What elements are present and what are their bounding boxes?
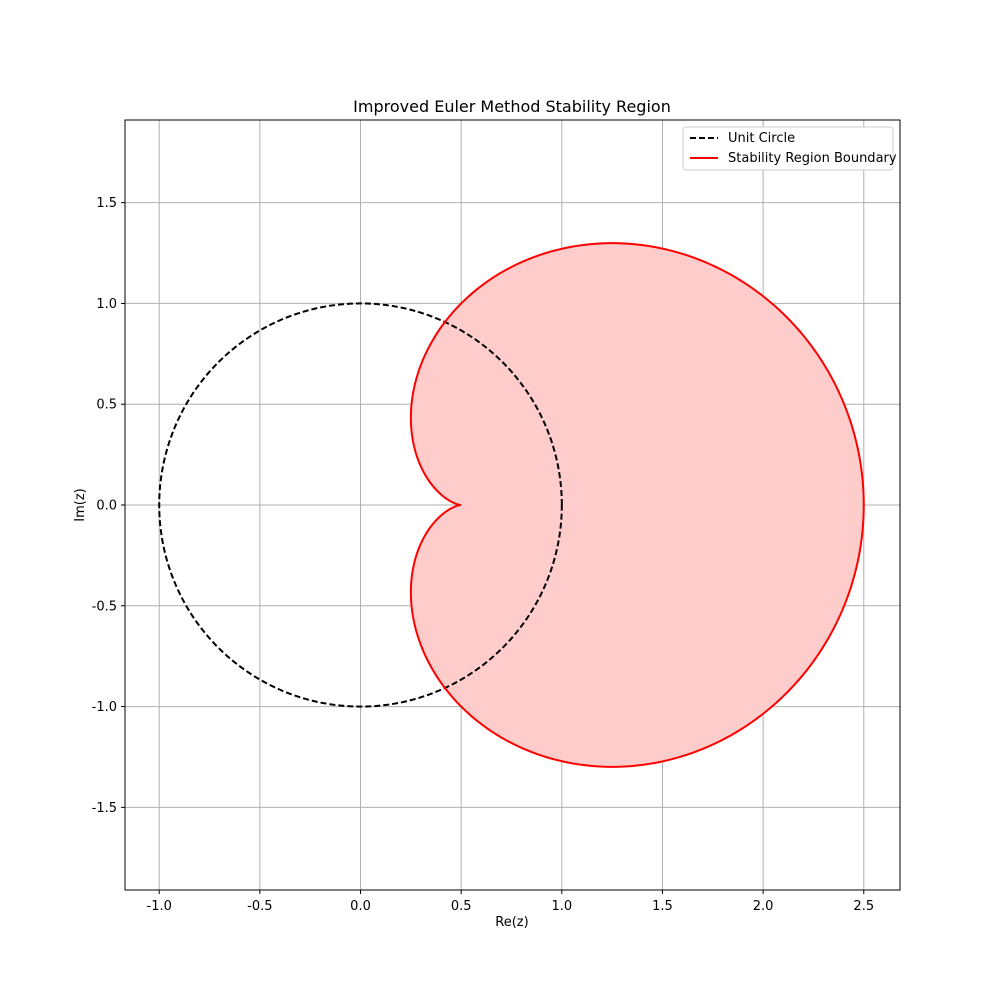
legend-label-unit-circle: Unit Circle [728,131,795,146]
unit-circle-line [158,302,563,708]
stability-boundary-line [409,242,865,768]
y-tick-label: 0.0 [96,499,117,514]
x-tick-label: 0.5 [451,899,472,914]
legend-label-stability-boundary: Stability Region Boundary [728,151,897,166]
y-tick-label: 0.5 [96,398,117,413]
x-tick-label: 2.5 [853,899,874,914]
axis-ticks: -1.0 -0.5 0.0 0.5 1.0 1.5 2.0 2.5 -1.5 -1.0 -0.5 0.… [92,196,874,914]
y-tick-label: -0.5 [92,599,117,614]
y-tick-label: 1.0 [96,297,117,312]
x-tick-label: 1.0 [551,899,572,914]
x-tick-label: 2.0 [753,899,774,914]
x-tick-label: -1.0 [147,899,172,914]
stability-region-fill [410,243,864,767]
chart-title: Improved Euler Method Stability Region [353,97,671,116]
y-tick-label: 1.5 [96,196,117,211]
x-tick-label: -0.5 [247,899,272,914]
y-tick-label: -1.0 [92,700,117,715]
legend: Unit Circle Stability Region Boundary [682,126,897,171]
x-tick-label: 0.0 [350,899,371,914]
plot-area [158,242,865,768]
y-axis-label: Im(z) [73,488,88,521]
x-tick-label: 1.5 [652,899,673,914]
x-axis-label: Re(z) [495,915,528,930]
y-tick-label: -1.5 [92,801,117,816]
legend-box [682,126,894,171]
